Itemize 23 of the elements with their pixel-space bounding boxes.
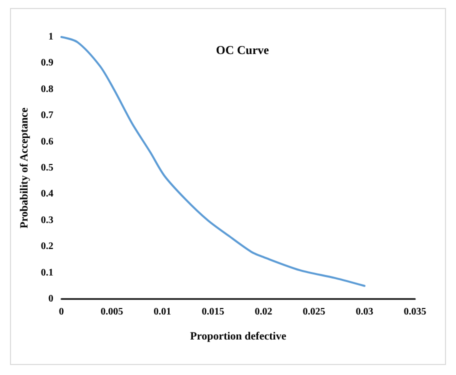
y-tick-label: 0.9	[40, 58, 54, 69]
x-tick-label: 0.01	[154, 306, 172, 318]
x-tick-label: 0.015	[202, 306, 224, 318]
x-tick-label: 0.025	[302, 306, 326, 318]
line-series	[60, 36, 366, 287]
y-tick-label: 0.4	[40, 188, 54, 200]
y-tick-label: 1	[48, 32, 54, 42]
y-tick-label: 0.5	[40, 162, 54, 174]
y-tick-label: 0.8	[40, 84, 54, 95]
text: OC Curve	[216, 43, 270, 57]
y-tick-label: 0	[48, 294, 54, 304]
y-tick-label: 0.7	[40, 110, 54, 122]
x-tick-label: 0.03	[356, 306, 374, 318]
x-tick-label: 0	[58, 306, 64, 318]
x-tick-label: 0.02	[254, 306, 272, 318]
x-tick-label: 0.035	[404, 306, 426, 318]
y-axis-title: Probability of Acceptance	[18, 107, 30, 228]
y-tick-label: 0.1	[40, 267, 54, 278]
y-tick-label: 0.2	[40, 241, 54, 252]
x-tick-label: 0.005	[100, 306, 124, 318]
x-axis-title: Proportion defective	[190, 330, 286, 342]
y-tick-label: 0.6	[40, 136, 54, 148]
y-tick-label: 0.3	[40, 214, 54, 226]
